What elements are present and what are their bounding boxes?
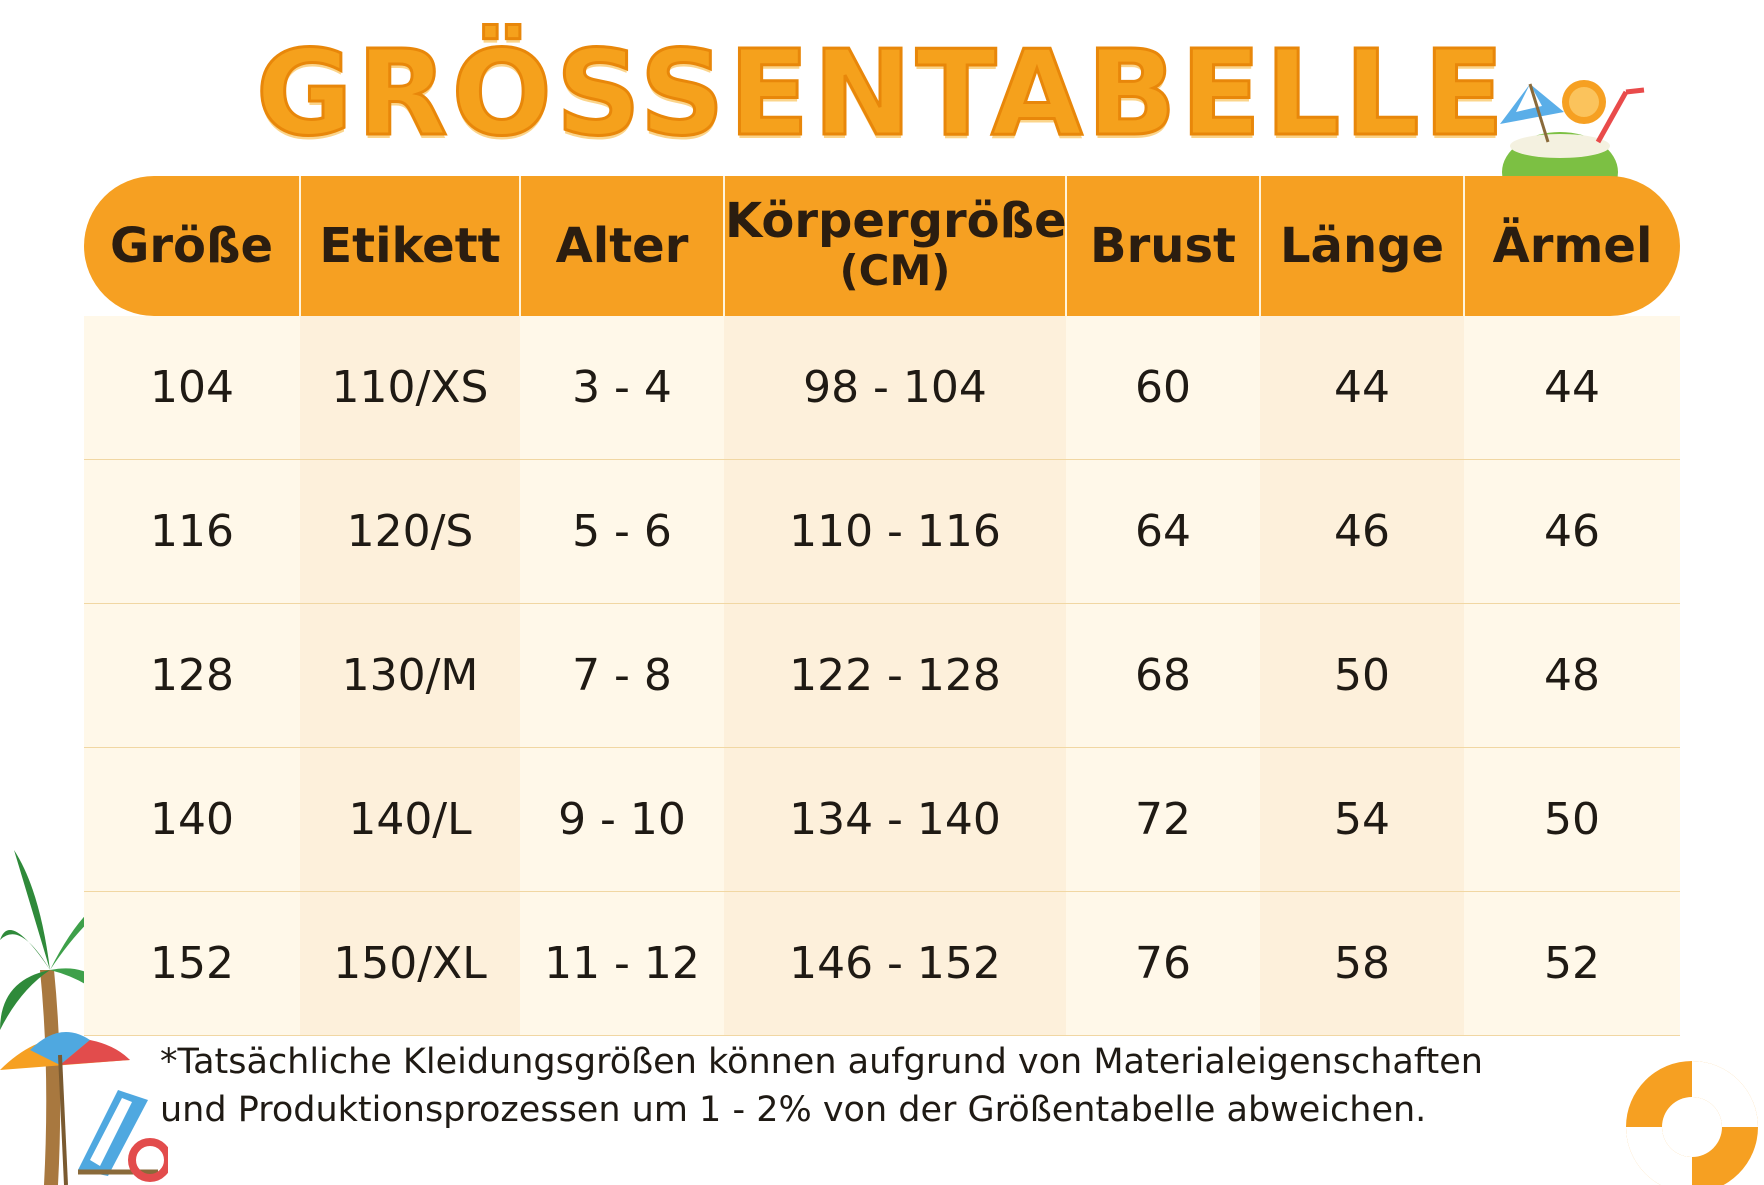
table-cell: 48	[1464, 603, 1680, 748]
note-line-2: und Produktionsprozessen um 1 - 2% von d…	[160, 1090, 1427, 1130]
header-label: Brust	[1090, 218, 1236, 274]
header-label: Körpergröße	[725, 193, 1067, 249]
header-label: Etikett	[319, 218, 501, 274]
table-cell: 3 - 4	[520, 316, 724, 460]
table-cell: 120/S	[300, 459, 520, 604]
header-aermel: Ärmel	[1464, 176, 1680, 316]
table-cell: 72	[1066, 747, 1260, 892]
table-row: 140 140/L 9 - 10 134 - 140 72 54 50	[84, 747, 1680, 892]
page-title: GRÖSSENTABELLE	[254, 24, 1509, 162]
header-unit: (CM)	[839, 246, 951, 295]
disclaimer-note: *Tatsächliche Kleidungsgrößen können auf…	[160, 1038, 1620, 1134]
table-cell: 110/XS	[300, 316, 520, 460]
table-header-row: Größe Etikett Alter Körpergröße (CM) Brus…	[84, 176, 1680, 316]
table-cell: 104	[84, 316, 300, 460]
table-cell: 146 - 152	[724, 891, 1066, 1036]
header-groesse: Größe	[84, 176, 301, 316]
coconut-drink-icon	[1500, 80, 1645, 180]
header-etikett: Etikett	[300, 176, 521, 316]
table-cell: 150/XL	[300, 891, 520, 1036]
table-cell: 76	[1066, 891, 1260, 1036]
table-cell: 50	[1464, 747, 1680, 892]
table-cell: 128	[84, 603, 300, 748]
table-cell: 64	[1066, 459, 1260, 604]
table-cell: 134 - 140	[724, 747, 1066, 892]
table-cell: 116	[84, 459, 300, 604]
table-cell: 46	[1260, 459, 1464, 604]
table-cell: 140	[84, 747, 300, 892]
header-label: Ärmel	[1492, 218, 1653, 274]
table-cell: 44	[1260, 316, 1464, 460]
size-table: Größe Etikett Alter Körpergröße (CM) Brus…	[84, 176, 1680, 1036]
table-cell: 50	[1260, 603, 1464, 748]
size-table-container: Größe Etikett Alter Körpergröße (CM) Brus…	[84, 176, 1680, 1036]
table-cell: 11 - 12	[520, 891, 724, 1036]
header-label: Alter	[555, 218, 689, 274]
table-cell: 60	[1066, 316, 1260, 460]
table-cell: 58	[1260, 891, 1464, 1036]
table-row: 104 110/XS 3 - 4 98 - 104 60 44 44	[84, 316, 1680, 460]
table-cell: 7 - 8	[520, 603, 724, 748]
table-cell: 152	[84, 891, 300, 1036]
table-cell: 140/L	[300, 747, 520, 892]
header-alter: Alter	[520, 176, 725, 316]
note-line-1: *Tatsächliche Kleidungsgrößen können auf…	[160, 1042, 1483, 1082]
table-cell: 110 - 116	[724, 459, 1066, 604]
table-cell: 5 - 6	[520, 459, 724, 604]
beach-chair-icon	[78, 1090, 168, 1182]
table-cell: 44	[1464, 316, 1680, 460]
table-cell: 52	[1464, 891, 1680, 1036]
table-row: 116 120/S 5 - 6 110 - 116 64 46 46	[84, 459, 1680, 604]
header-koerpergroesse: Körpergröße (CM)	[724, 176, 1067, 316]
header-laenge: Länge	[1260, 176, 1465, 316]
header-label: Größe	[109, 218, 274, 274]
table-cell: 9 - 10	[520, 747, 724, 892]
header-brust: Brust	[1066, 176, 1261, 316]
header-label: Länge	[1279, 218, 1445, 274]
table-cell: 130/M	[300, 603, 520, 748]
table-cell: 46	[1464, 459, 1680, 604]
table-row: 152 150/XL 11 - 12 146 - 152 76 58 52	[84, 891, 1680, 1036]
beach-umbrella-icon	[0, 1032, 130, 1185]
table-cell: 54	[1260, 747, 1464, 892]
table-cell: 98 - 104	[724, 316, 1066, 460]
table-row: 128 130/M 7 - 8 122 - 128 68 50 48	[84, 603, 1680, 748]
swim-ring-icon	[1626, 1061, 1758, 1185]
table-cell: 68	[1066, 603, 1260, 748]
table-cell: 122 - 128	[724, 603, 1066, 748]
